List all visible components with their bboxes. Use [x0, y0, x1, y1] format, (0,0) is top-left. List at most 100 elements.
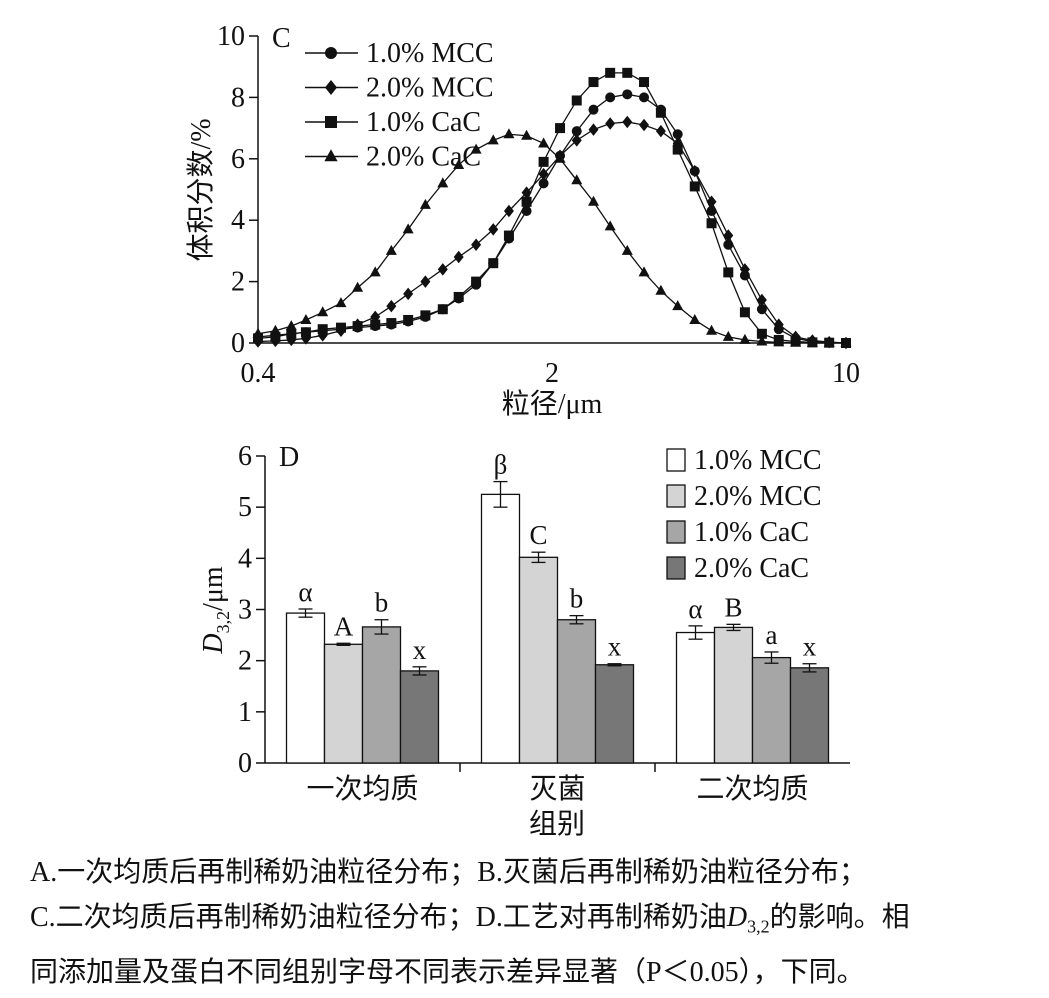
- c-data-point: [386, 299, 397, 313]
- c-data-point: [605, 92, 616, 103]
- c-legend-marker: [325, 80, 337, 95]
- d-significance-letter: α: [688, 594, 702, 624]
- panel-c-x-ticks: 0.4 2 10: [241, 358, 861, 389]
- c-data-point: [756, 335, 768, 346]
- caption-line-3: 同添加量及蛋白不同组别字母不同表示差异显著（P＜0.05），下同。: [30, 956, 865, 988]
- c-data-point: [470, 143, 482, 154]
- c-data-point: [269, 324, 281, 335]
- c-y-tick-label: 2: [231, 267, 245, 298]
- c-data-point: [538, 137, 550, 148]
- c-data-point: [622, 115, 633, 129]
- c-data-point: [503, 204, 514, 218]
- panel-c-line-chart: C 0 2 4 6 8 10 0.4 2 10 体积分数/% 粒径/μm 1.0% MCC 2.…: [185, 21, 860, 420]
- c-data-point: [453, 250, 464, 264]
- d-significance-letter: b: [375, 588, 389, 618]
- panel-d-x-ticks: 一次均质 灭菌 二次均质: [306, 763, 809, 805]
- c-data-point: [352, 281, 364, 292]
- caption-line-1: A.一次均质后再制稀奶油粒径分布；B.灭菌后再制稀奶油粒径分布；: [30, 857, 867, 888]
- c-data-point: [300, 313, 312, 324]
- c-y-tick-label: 6: [231, 144, 245, 175]
- d-y-tick-label: 4: [238, 543, 252, 574]
- c-data-point: [370, 319, 381, 330]
- c-legend-marker: [325, 47, 337, 59]
- figure-caption: A.一次均质后再制稀奶油粒径分布；B.灭菌后再制稀奶油粒径分布； C.二次均质后…: [30, 850, 1030, 995]
- c-y-tick-label: 10: [217, 21, 245, 52]
- c-data-point: [253, 333, 263, 344]
- caption-line-2: C.二次均质后再制稀奶油粒径分布；D.工艺对再制稀奶油D3,2的影响。相: [30, 895, 1030, 950]
- c-data-point: [773, 318, 784, 331]
- d-bar: [675, 631, 716, 764]
- c-legend-label: 2.0% CaC: [366, 142, 481, 173]
- panel-d-y-axis-label: D3,2/μm: [198, 566, 233, 655]
- c-series-0: [253, 89, 851, 348]
- c-data-point: [571, 126, 582, 137]
- caption-line-2-post: 的影响。相: [769, 902, 910, 933]
- c-data-point: [437, 304, 448, 315]
- c-data-point: [706, 205, 717, 216]
- c-data-point: [488, 258, 499, 269]
- c-series-line: [257, 93, 847, 344]
- c-data-point: [538, 167, 549, 181]
- c-data-point: [317, 306, 329, 317]
- c-data-point: [317, 324, 328, 335]
- caption-line-2-sub: 3,2: [747, 916, 770, 937]
- c-data-point: [756, 328, 767, 339]
- c-data-point: [723, 239, 734, 250]
- c-legend-marker: [324, 149, 338, 162]
- d-legend-swatch: [666, 556, 686, 580]
- c-data-point: [605, 67, 616, 78]
- c-data-point: [437, 263, 448, 276]
- c-data-point: [571, 134, 582, 147]
- c-data-point: [285, 320, 297, 331]
- d-y-tick-label: 1: [238, 697, 252, 728]
- c-data-point: [386, 318, 397, 329]
- c-data-point: [723, 229, 734, 242]
- c-data-point: [655, 107, 666, 118]
- c-data-point: [672, 300, 684, 311]
- c-data-point: [420, 275, 431, 288]
- c-data-point: [503, 230, 514, 241]
- c-data-point: [739, 307, 750, 318]
- d-significance-letter: x: [413, 635, 427, 665]
- c-data-point: [437, 177, 449, 188]
- d-bar: [285, 612, 326, 764]
- panel-c-x-axis-label: 粒径/μm: [502, 388, 603, 420]
- c-data-point: [639, 77, 650, 88]
- c-data-point: [621, 244, 633, 255]
- panel-c-label: C: [272, 23, 291, 54]
- d-significance-letter: A: [334, 611, 354, 641]
- c-data-point: [622, 67, 633, 78]
- d-bar: [789, 667, 830, 764]
- c-y-tick-label: 4: [231, 205, 245, 236]
- d-significance-letter: β: [494, 450, 508, 480]
- d-legend-swatch: [666, 520, 686, 544]
- c-data-point: [488, 223, 499, 236]
- c-data-point: [555, 123, 566, 134]
- c-data-point: [587, 195, 599, 206]
- c-data-point: [790, 336, 802, 347]
- c-data-point: [756, 293, 767, 307]
- c-data-point: [604, 220, 616, 231]
- d-legend-swatch: [666, 484, 686, 508]
- c-data-point: [487, 134, 499, 145]
- c-data-point: [655, 124, 666, 138]
- panel-d-y-ticks: 0 1 2 3 4 5 6: [238, 441, 265, 779]
- c-data-point: [538, 156, 549, 167]
- c-data-point: [521, 196, 532, 207]
- c-data-point: [521, 129, 533, 140]
- d-y-tick-label: 2: [238, 646, 252, 677]
- c-legend-label: 2.0% MCC: [366, 73, 494, 104]
- c-data-point: [639, 92, 650, 103]
- d-bar: [480, 493, 521, 764]
- d-bar: [594, 664, 635, 764]
- c-data-point: [538, 178, 549, 189]
- c-data-point: [419, 198, 431, 209]
- d-y-tick-label: 3: [238, 595, 252, 626]
- c-data-point: [639, 118, 650, 132]
- c-data-point: [335, 322, 346, 333]
- d-bar: [751, 656, 792, 764]
- d-legend-label: 2.0% MCC: [694, 481, 822, 512]
